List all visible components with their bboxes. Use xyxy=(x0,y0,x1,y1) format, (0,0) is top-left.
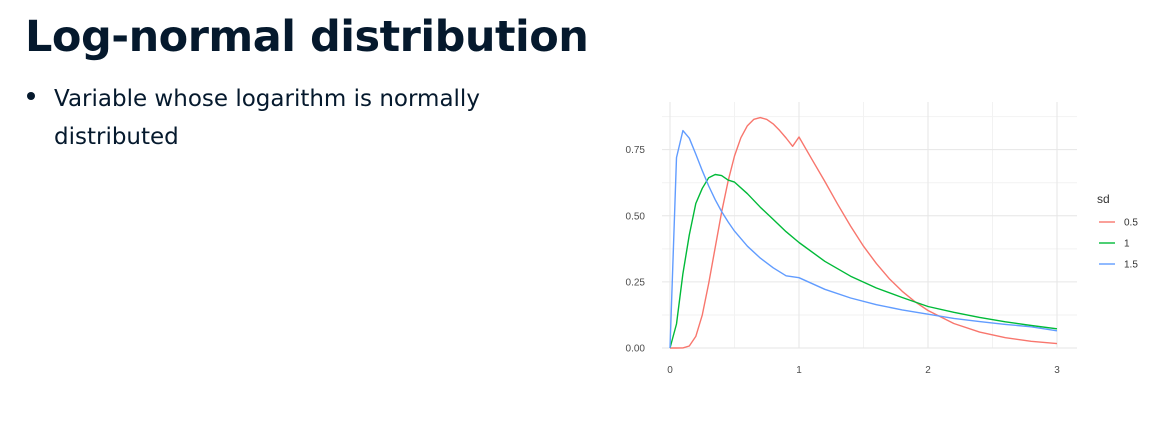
y-tick-label: 0.75 xyxy=(626,145,646,156)
slide-title: Log-normal distribution xyxy=(25,12,589,62)
y-tick-label: 0.00 xyxy=(626,344,646,355)
x-tick-label: 1 xyxy=(796,365,802,376)
axis-labels: 0 1 2 3 0.00 0.25 0.50 0.75 xyxy=(626,145,1061,376)
chart-legend: sd 0.5 1 1.5 xyxy=(1097,192,1138,271)
bullet-text: Variable whose logarithm is normally dis… xyxy=(54,86,480,150)
series-line-1-5 xyxy=(669,129,1058,349)
bullet-list: Variable whose logarithm is normally dis… xyxy=(25,80,525,156)
y-tick-label: 0.25 xyxy=(626,277,646,288)
grid-major xyxy=(662,102,1077,349)
bullet-item: Variable whose logarithm is normally dis… xyxy=(25,80,525,156)
series-layer xyxy=(669,116,1058,349)
grid-minor xyxy=(662,102,1077,348)
legend-title: sd xyxy=(1097,192,1110,206)
y-tick-label: 0.50 xyxy=(626,211,646,222)
legend-label: 1 xyxy=(1124,239,1130,250)
lognormal-chart: 0 1 2 3 0.00 0.25 0.50 0.75 sd 0.5 1 1.5 xyxy=(600,100,1160,390)
legend-label: 0.5 xyxy=(1124,218,1138,229)
chart-svg: 0 1 2 3 0.00 0.25 0.50 0.75 sd 0.5 1 1.5 xyxy=(626,102,1138,376)
series-line-1 xyxy=(669,173,1058,349)
bullet-dot-icon xyxy=(27,92,35,100)
legend-label: 1.5 xyxy=(1124,260,1138,271)
x-tick-label: 3 xyxy=(1054,365,1060,376)
x-tick-label: 2 xyxy=(925,365,931,376)
x-tick-label: 0 xyxy=(667,365,673,376)
